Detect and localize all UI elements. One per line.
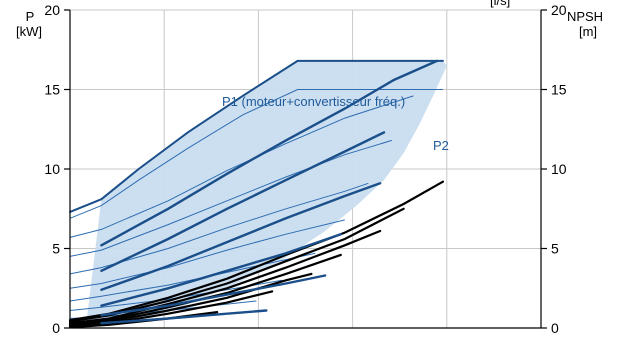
- left-tick-label: 0: [52, 320, 60, 336]
- p2-annotation: P2: [433, 138, 449, 153]
- p2-curve: [69, 139, 392, 257]
- p1-curve: [100, 182, 382, 291]
- right-axis-unit: [m]: [579, 24, 597, 39]
- left-tick-label: 10: [44, 161, 60, 177]
- right-tick-label: 15: [551, 82, 567, 98]
- p1-curve: [100, 274, 327, 317]
- p1-curve: [100, 131, 386, 272]
- right-axis-label: NPSH: [567, 9, 603, 24]
- top-right-fragment: [l/s]: [490, 0, 510, 8]
- left-tick-label: 20: [44, 2, 60, 18]
- right-tick-label: 5: [551, 241, 559, 257]
- right-tick-label: 20: [551, 2, 567, 18]
- npsh-curve: [68, 180, 444, 322]
- p1-curves-layer: [69, 59, 444, 325]
- npsh-curve: [68, 229, 382, 325]
- right-tick-label: 10: [551, 161, 567, 177]
- right-tick-label: 0: [551, 320, 559, 336]
- p1-curve: [100, 309, 268, 325]
- left-axis-label: P: [26, 9, 35, 24]
- p2-curve: [69, 219, 345, 289]
- p2-curve: [69, 89, 443, 219]
- left-axis-unit: [kW]: [16, 24, 42, 39]
- left-tick-label: 15: [44, 82, 60, 98]
- tick-labels-layer: 0 5 10 15 20 0 5 10 15 20: [44, 2, 566, 336]
- left-tick-label: 5: [52, 241, 60, 257]
- axes-layer: [64, 9, 547, 329]
- p1-curve: [100, 233, 342, 307]
- operating-envelope: [85, 60, 447, 329]
- p2-curve: [69, 182, 369, 275]
- p1-curve: [69, 59, 299, 213]
- npsh-curve: [68, 290, 274, 328]
- p1-annotation: P1 (moteur+convertisseur fréq.): [222, 94, 405, 109]
- p1-curve: [100, 59, 439, 247]
- envelope-layer: [85, 60, 447, 329]
- p2-curve: [69, 95, 414, 238]
